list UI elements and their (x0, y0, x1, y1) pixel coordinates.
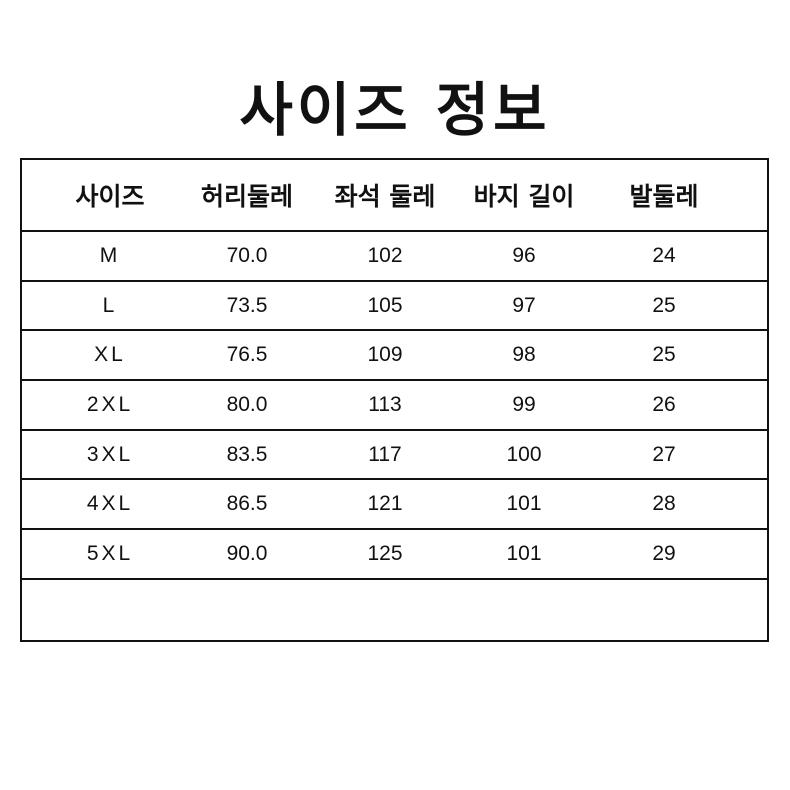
table-cell: 29 (652, 542, 676, 566)
column-header: 사이즈 (75, 182, 145, 211)
table-cell: 100 (506, 442, 542, 466)
table-row: 4XL 86.5 121 101 28 (22, 481, 767, 531)
table-cell: 25 (652, 343, 676, 367)
table-cell: 117 (368, 442, 402, 466)
table-cell: XL (94, 343, 126, 367)
table-header-row: 사이즈 허리둘레 좌석 둘레 바지 길이 발둘레 (22, 160, 767, 232)
table-cell: 28 (652, 492, 676, 516)
table-row: 5XL 90.0 125 101 29 (22, 530, 767, 580)
table-cell: 99 (512, 392, 536, 416)
table-cell: 86.5 (226, 492, 268, 516)
table-cell: 113 (368, 392, 402, 416)
table-cell: 101 (506, 542, 542, 566)
table-cell: 3XL (86, 442, 134, 466)
table-cell: 109 (367, 343, 403, 367)
size-table: 사이즈 허리둘레 좌석 둘레 바지 길이 발둘레 M 70.0 102 96 24 L 73.5 105… (20, 158, 769, 642)
table-cell: 24 (652, 243, 676, 267)
table-cell: 80.0 (226, 392, 268, 416)
table-row: L 73.5 105 97 25 (22, 282, 767, 332)
table-cell: 76.5 (226, 343, 268, 367)
table-cell: 73.5 (226, 293, 268, 317)
table-row: XL 76.5 109 98 25 (22, 331, 767, 382)
table-cell: 25 (652, 293, 676, 317)
column-header: 허리둘레 (200, 182, 294, 211)
column-header: 발둘레 (629, 182, 699, 211)
column-header: 바지 길이 (473, 182, 575, 211)
table-row: 2XL 80.0 113 99 26 (22, 381, 767, 431)
table-cell: 121 (367, 492, 403, 516)
table-cell: M (99, 243, 121, 267)
table-cell: 101 (506, 492, 542, 516)
table-cell: 5XL (86, 542, 134, 566)
table-cell: 102 (367, 243, 403, 267)
table-cell: 96 (512, 243, 536, 267)
table-cell: 27 (652, 442, 676, 466)
table-cell: 83.5 (226, 442, 268, 466)
page-title: 사이즈 정보 (239, 76, 551, 144)
table-row: M 70.0 102 96 24 (22, 232, 767, 282)
table-cell: L (102, 293, 118, 317)
table-cell: 105 (367, 293, 403, 317)
table-row: 3XL 83.5 117 100 27 (22, 431, 767, 481)
table-cell: 70.0 (226, 243, 268, 267)
column-header: 좌석 둘레 (334, 182, 436, 211)
table-cell: 125 (367, 542, 403, 566)
table-cell: 98 (512, 343, 536, 367)
table-cell: 26 (652, 392, 676, 416)
table-cell: 2XL (86, 392, 134, 416)
table-cell: 4XL (86, 492, 134, 516)
table-cell: 97 (512, 293, 536, 317)
table-cell: 90.0 (226, 542, 268, 566)
